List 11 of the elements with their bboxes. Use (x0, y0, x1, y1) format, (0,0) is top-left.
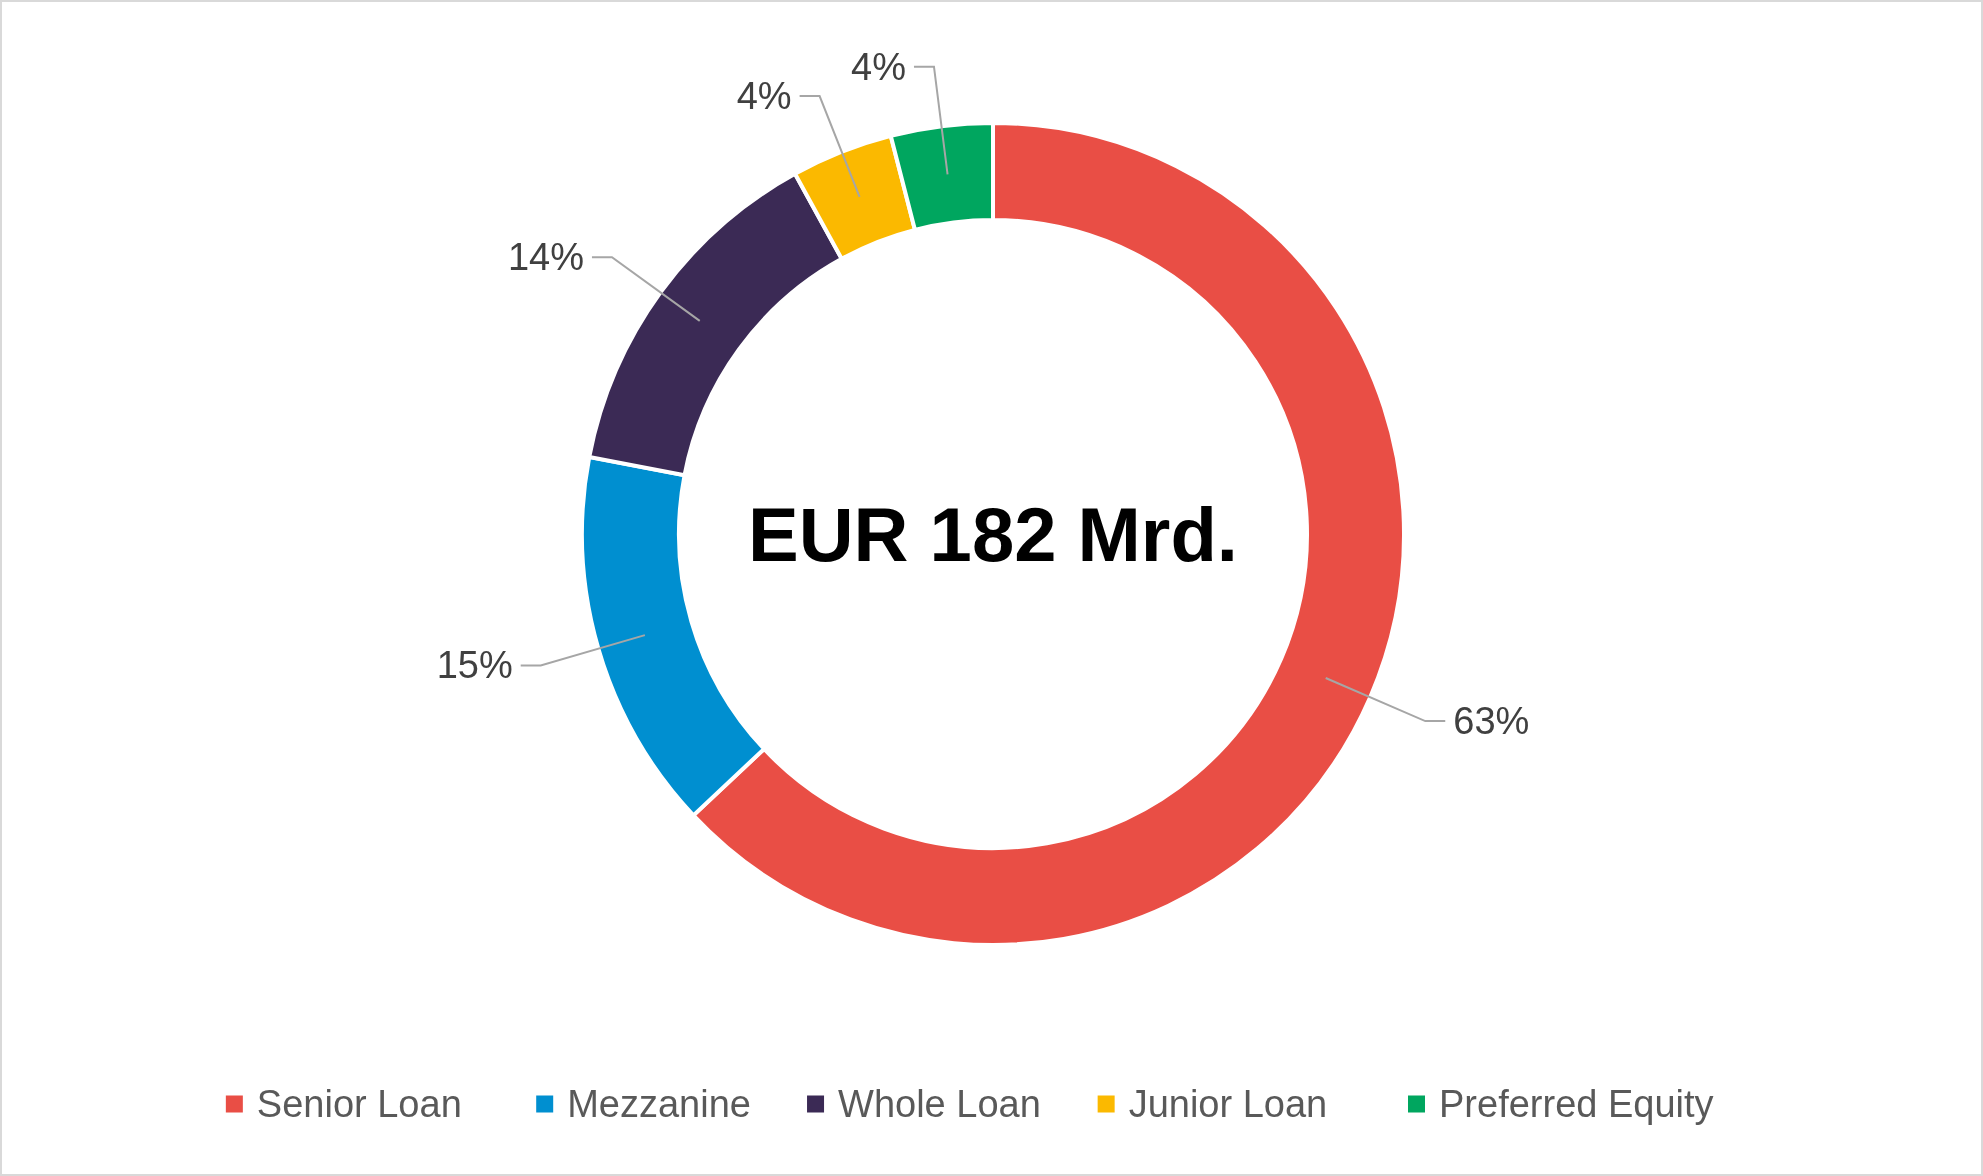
legend-label: Senior Loan (256, 1083, 462, 1125)
legend-label: Mezzanine (567, 1083, 751, 1125)
text: EUR 182 Mrd. (748, 491, 1238, 577)
data-label: 15% (436, 644, 513, 687)
data-label: 4% (851, 45, 906, 88)
legend-label: Preferred Equity (1439, 1083, 1714, 1125)
data-label: 4% (736, 75, 792, 118)
legend-label: Whole Loan (838, 1083, 1041, 1125)
data-label: 14% (507, 236, 584, 279)
legend-label: Junior Loan (1128, 1083, 1328, 1125)
data-label: 63% (1453, 700, 1530, 743)
